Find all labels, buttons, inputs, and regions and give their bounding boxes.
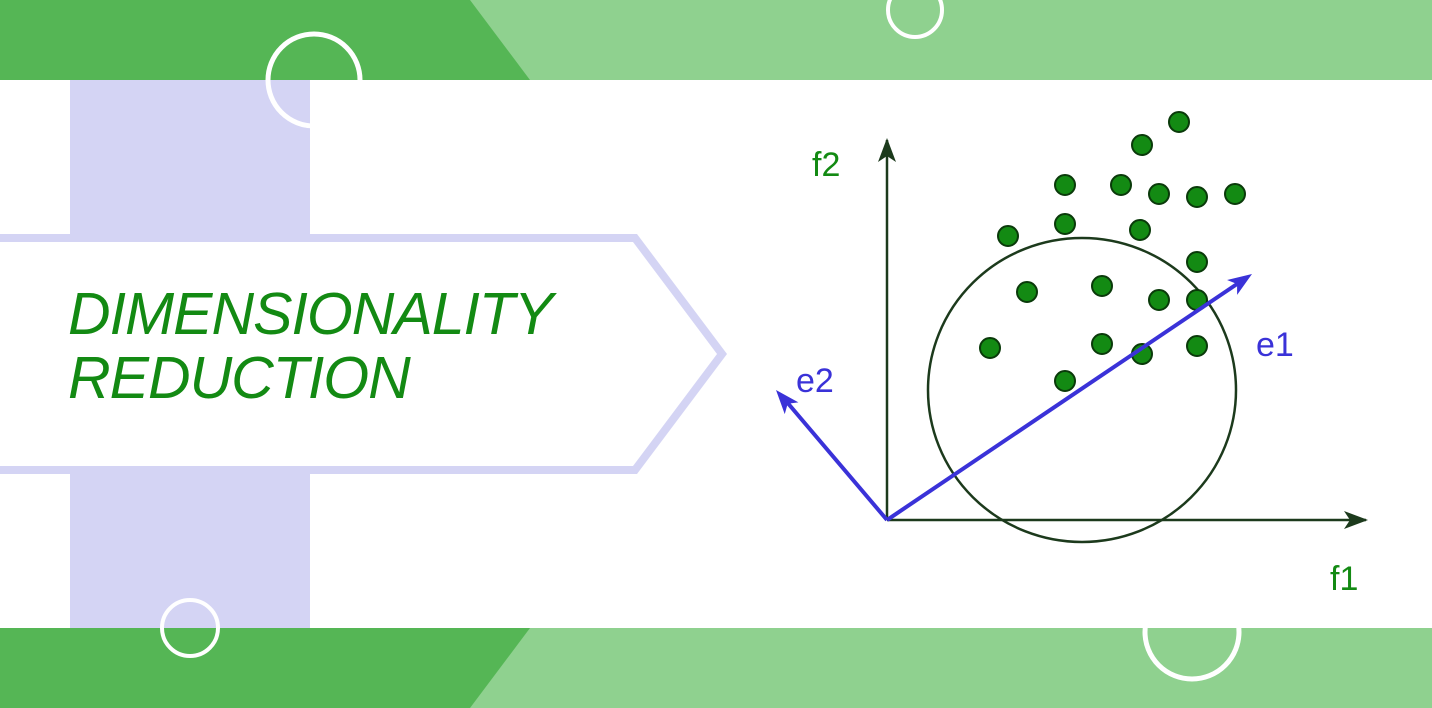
data-point-2 (1168, 111, 1190, 133)
f2-axis-label: f2 (812, 146, 840, 184)
bottom-band-dark (0, 628, 530, 708)
data-point-11 (1186, 251, 1208, 273)
data-point-6 (1186, 186, 1208, 208)
e2-vector-label: e2 (796, 362, 834, 400)
data-point-20 (1054, 370, 1076, 392)
data-point-3 (1054, 174, 1076, 196)
data-point-9 (1054, 213, 1076, 235)
data-point-14 (1148, 289, 1170, 311)
title-line-1: DIMENSIONALITY (68, 281, 553, 347)
decor-circle-top-left (265, 31, 363, 129)
decor-circle-top-middle (886, 0, 944, 39)
decor-circle-bottom-left (160, 598, 220, 658)
data-point-5 (1148, 183, 1170, 205)
data-point-19 (1186, 335, 1208, 357)
data-point-16 (979, 337, 1001, 359)
title-block: DIMENSIONALITY REDUCTION (68, 282, 668, 410)
data-point-12 (1016, 281, 1038, 303)
title-line-2: REDUCTION (68, 345, 411, 411)
decor-circle-bottom-right (1142, 582, 1242, 682)
data-cloud-circle (926, 236, 1238, 544)
title-arrow-banner (0, 234, 727, 474)
data-point-1 (1131, 134, 1153, 156)
f2-axis-arrowhead (878, 138, 896, 162)
data-point-10 (1129, 219, 1151, 241)
data-point-17 (1091, 333, 1113, 355)
e2-vector-arrowhead (776, 390, 799, 415)
lavender-column-upper (70, 80, 310, 240)
e2-vector-line (784, 399, 889, 522)
e1-vector-arrowhead (1227, 274, 1252, 295)
data-points (979, 111, 1246, 392)
data-point-8 (997, 225, 1019, 247)
e1-vector-line (885, 280, 1242, 522)
f1-axis-label: f1 (1330, 560, 1358, 598)
top-band-dark (0, 0, 530, 80)
data-point-13 (1091, 275, 1113, 297)
f1-axis-arrowhead (1344, 511, 1368, 529)
data-point-4 (1110, 174, 1132, 196)
data-point-7 (1224, 183, 1246, 205)
e1-vector-label: e1 (1256, 326, 1294, 364)
